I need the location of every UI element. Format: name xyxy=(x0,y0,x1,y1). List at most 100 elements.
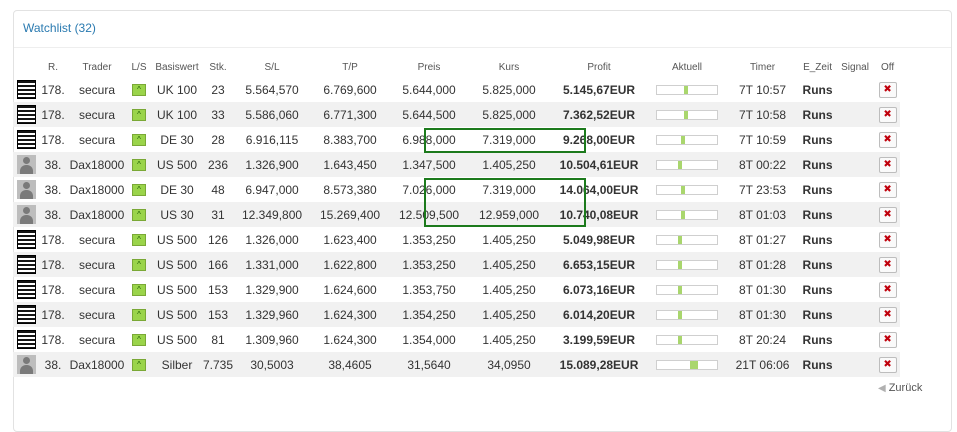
profit-cell: 15.089,28EUR xyxy=(549,352,650,377)
table-row[interactable]: 38. Dax18000 ^ US 30 31 12.349,800 15.269,400 1… xyxy=(13,202,901,227)
column-header-ezeit[interactable]: E_Zeit xyxy=(803,62,832,73)
table-row[interactable]: 38. Dax18000 ^ Silber 7.735 30,5003 38,4605 31,… xyxy=(13,352,901,377)
close-position-icon[interactable]: ✖ xyxy=(878,81,897,98)
close-position-icon[interactable]: ✖ xyxy=(878,331,897,348)
aktuell-cell xyxy=(649,327,725,352)
table-row[interactable]: 178. secura ^ US 500 81 1.309,960 1.624,300 1.3… xyxy=(13,327,900,352)
kurs-cell: 7.319,000 xyxy=(482,182,536,197)
tp-cell: 1.624,300 xyxy=(311,302,390,327)
ls-cell: ^ xyxy=(127,327,151,352)
progress-bar xyxy=(656,185,719,196)
avatar[interactable] xyxy=(16,80,36,99)
tp-cell: 1.623,400 xyxy=(323,232,377,247)
avatar-cell xyxy=(13,127,39,152)
back-link[interactable]: ◀ Zurück xyxy=(878,382,922,394)
sl-cell: 30,5003 xyxy=(233,352,312,377)
ezeit-cell: Runs xyxy=(802,132,833,147)
trader-cell[interactable]: Dax18000 xyxy=(67,152,127,177)
trader-cell[interactable]: secura xyxy=(78,332,116,347)
table-row[interactable]: 178. secura ^ UK 100 33 5.586,060 6.771,300 5.6… xyxy=(13,102,901,127)
trader-cell[interactable]: secura xyxy=(67,102,127,127)
close-position-icon[interactable]: ✖ xyxy=(878,106,897,123)
column-header-timer[interactable]: Timer xyxy=(749,62,776,73)
trader-cell[interactable]: secura xyxy=(78,82,116,97)
aktuell-cell xyxy=(649,152,726,177)
rank-cell: 178. xyxy=(41,232,65,247)
avatar-cell xyxy=(13,252,39,277)
table-row[interactable]: 178. secura ^ UK 100 23 5.564,570 6.769,600 5.6… xyxy=(13,77,900,102)
table-row[interactable]: 38. Dax18000 ^ US 500 236 1.326,900 1.643,450 1… xyxy=(13,152,901,177)
column-header-aktuell[interactable]: Aktuell xyxy=(672,62,703,73)
profit-cell: 5.145,67EUR xyxy=(563,82,636,97)
signal-cell xyxy=(835,102,876,127)
avatar[interactable] xyxy=(16,330,36,349)
avatar[interactable] xyxy=(16,230,36,249)
ls-cell: ^ xyxy=(127,252,151,277)
close-position-icon[interactable]: ✖ xyxy=(878,131,897,148)
tp-cell: 6.769,600 xyxy=(323,82,377,97)
table-row[interactable]: 178. secura ^ DE 30 28 6.916,115 8.383,700 6.98… xyxy=(13,127,900,152)
avatar[interactable] xyxy=(16,280,36,299)
close-position-icon[interactable]: ✖ xyxy=(878,281,897,298)
progress-bar xyxy=(656,285,719,296)
preis-cell: 7.026,000 xyxy=(402,182,456,197)
progress-bar-fill xyxy=(681,136,686,145)
close-position-icon[interactable]: ✖ xyxy=(878,181,897,198)
kurs-cell: 34,0950 xyxy=(469,352,550,377)
avatar[interactable] xyxy=(16,305,36,324)
rank-cell: 178. xyxy=(41,282,65,297)
close-position-icon[interactable]: ✖ xyxy=(878,231,897,248)
profit-cell: 9.268,00EUR xyxy=(563,132,636,147)
rank-cell: 178. xyxy=(41,82,65,97)
close-position-icon[interactable]: ✖ xyxy=(878,356,897,373)
timer-cell: 8T 00:22 xyxy=(725,152,801,177)
avatar[interactable] xyxy=(16,105,36,124)
timer-cell: 21T 06:06 xyxy=(725,352,801,377)
trader-cell[interactable]: Dax18000 xyxy=(67,202,127,227)
ezeit-cell: Runs xyxy=(800,302,836,327)
trader-cell[interactable]: secura xyxy=(67,302,127,327)
avatar[interactable] xyxy=(16,255,36,274)
table-row[interactable]: 178. secura ^ US 500 153 1.329,960 1.624,300 1.… xyxy=(13,302,901,327)
column-header-ls[interactable]: L/S xyxy=(131,62,147,73)
column-header-sl[interactable]: S/L xyxy=(264,62,280,73)
column-header-profit[interactable]: Profit xyxy=(587,62,611,73)
avatar[interactable] xyxy=(16,180,36,199)
close-position-icon[interactable]: ✖ xyxy=(878,306,897,323)
table-row[interactable]: 178. secura ^ US 500 166 1.331,000 1.622,800 1.… xyxy=(13,252,901,277)
avatar[interactable] xyxy=(16,130,36,149)
table-row[interactable]: 178. secura ^ US 500 153 1.329,900 1.624,600 1.… xyxy=(13,277,900,302)
trader-cell[interactable]: Dax18000 xyxy=(67,352,127,377)
column-header-preis[interactable]: Preis xyxy=(417,62,441,73)
column-header-signal[interactable]: Signal xyxy=(841,62,869,73)
progress-bar-fill xyxy=(684,86,689,95)
column-header-stk[interactable]: Stk. xyxy=(209,62,227,73)
avatar[interactable] xyxy=(16,355,36,374)
table-row[interactable]: 38. Dax18000 ^ DE 30 48 6.947,000 8.573,380 7.0… xyxy=(13,177,900,202)
trader-cell[interactable]: secura xyxy=(78,132,116,147)
avatar[interactable] xyxy=(16,155,36,174)
trader-cell[interactable]: secura xyxy=(67,252,127,277)
preis-cell: 5.644,000 xyxy=(402,82,456,97)
column-header-basiswert[interactable]: Basiswert xyxy=(155,62,199,73)
column-header-trader[interactable]: Trader xyxy=(82,62,112,73)
avatar[interactable] xyxy=(16,205,36,224)
signal-cell xyxy=(835,152,876,177)
signal-cell xyxy=(835,252,876,277)
column-header-kurs[interactable]: Kurs xyxy=(498,62,520,73)
column-header-off[interactable]: Off xyxy=(880,62,895,73)
close-position-icon[interactable]: ✖ xyxy=(878,206,897,223)
table-row[interactable]: 178. secura ^ US 500 126 1.326,000 1.623,400 1.… xyxy=(13,227,900,252)
column-header-rank[interactable]: R. xyxy=(48,62,58,73)
close-position-icon[interactable]: ✖ xyxy=(878,256,897,273)
ezeit-cell: Runs xyxy=(802,232,833,247)
close-position-icon[interactable]: ✖ xyxy=(878,156,897,173)
watchlist-title[interactable]: Watchlist (32) xyxy=(23,21,96,35)
column-header-tp[interactable]: T/P xyxy=(342,62,358,73)
trader-cell[interactable]: secura xyxy=(78,282,116,297)
trader-cell[interactable]: secura xyxy=(78,232,116,247)
preis-cell: 1.353,250 xyxy=(402,232,456,247)
trader-cell[interactable]: Dax18000 xyxy=(69,182,125,197)
tp-cell: 38,4605 xyxy=(311,352,390,377)
sl-cell: 6.916,115 xyxy=(245,132,299,147)
